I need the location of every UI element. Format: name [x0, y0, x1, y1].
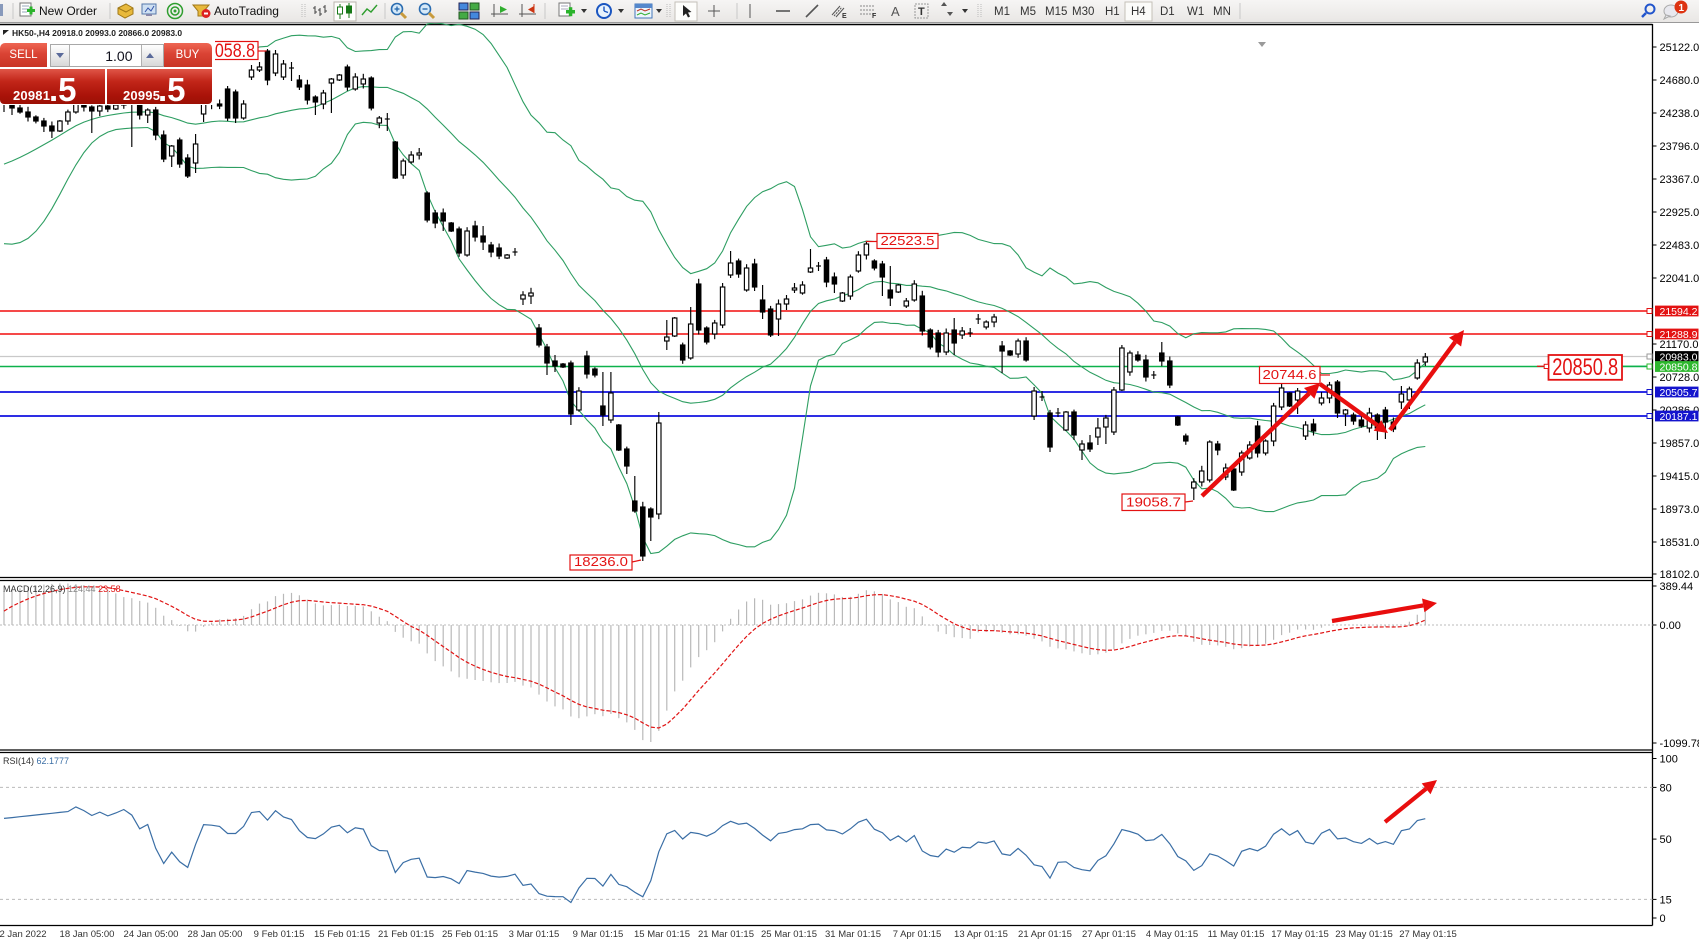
- svg-text:20850.8: 20850.8: [1660, 361, 1698, 373]
- svg-text:20744.6: 20744.6: [1263, 367, 1317, 382]
- svg-text:22041.0: 22041.0: [1660, 273, 1699, 285]
- svg-text:17 May 01:15: 17 May 01:15: [1271, 929, 1329, 940]
- svg-text:20983.0: 20983.0: [1660, 351, 1698, 363]
- svg-text:23796.0: 23796.0: [1660, 141, 1699, 153]
- svg-text:T: T: [918, 6, 925, 18]
- svg-text:M30: M30: [1072, 6, 1094, 18]
- svg-text:20728.0: 20728.0: [1660, 372, 1699, 384]
- svg-text:2 Jan 2022: 2 Jan 2022: [0, 929, 47, 940]
- svg-text:MACD(12,26,9) 124.44 23.58: MACD(12,26,9) 124.44 23.58: [3, 584, 121, 594]
- svg-text:18973.0: 18973.0: [1660, 504, 1699, 516]
- svg-text:23 May 01:15: 23 May 01:15: [1335, 929, 1393, 940]
- svg-text:24680.0: 24680.0: [1660, 75, 1699, 87]
- svg-text:31 Mar 01:15: 31 Mar 01:15: [825, 929, 881, 940]
- svg-text:22483.0: 22483.0: [1660, 240, 1699, 252]
- svg-text:18531.0: 18531.0: [1660, 537, 1699, 549]
- svg-text:100: 100: [1660, 754, 1678, 766]
- svg-text:M15: M15: [1045, 6, 1067, 18]
- svg-text:M5: M5: [1020, 6, 1036, 18]
- svg-text:80: 80: [1660, 782, 1672, 794]
- svg-text:22523.5: 22523.5: [881, 233, 935, 248]
- svg-text:50: 50: [1660, 834, 1672, 846]
- svg-text:19058.7: 19058.7: [1126, 494, 1181, 509]
- svg-text:21 Feb 01:15: 21 Feb 01:15: [378, 929, 434, 940]
- svg-text:18 Jan 05:00: 18 Jan 05:00: [60, 929, 115, 940]
- svg-text:27 May 01:15: 27 May 01:15: [1399, 929, 1457, 940]
- svg-text:4 May 01:15: 4 May 01:15: [1146, 929, 1198, 940]
- svg-text:AutoTrading: AutoTrading: [214, 4, 279, 18]
- svg-text:1: 1: [1679, 3, 1685, 14]
- svg-text:New Order: New Order: [39, 4, 97, 18]
- svg-text:A: A: [891, 4, 900, 19]
- svg-text:0: 0: [1660, 913, 1666, 925]
- svg-text:W1: W1: [1187, 6, 1204, 18]
- svg-text:21170.0: 21170.0: [1660, 339, 1699, 351]
- svg-text:24 Jan 05:00: 24 Jan 05:00: [124, 929, 179, 940]
- svg-text:15: 15: [1660, 894, 1672, 906]
- svg-text:25 Mar 01:15: 25 Mar 01:15: [761, 929, 817, 940]
- svg-text:15 Feb 01:15: 15 Feb 01:15: [314, 929, 370, 940]
- svg-text:D1: D1: [1160, 6, 1175, 18]
- svg-text:20505.7: 20505.7: [1660, 387, 1698, 399]
- svg-text:23367.0: 23367.0: [1660, 174, 1699, 186]
- svg-text:11 May 01:15: 11 May 01:15: [1208, 929, 1265, 940]
- svg-text:18102.0: 18102.0: [1660, 569, 1699, 581]
- svg-text:389.44: 389.44: [1660, 581, 1694, 593]
- svg-text:RSI(14) 62.1777: RSI(14) 62.1777: [3, 756, 69, 766]
- svg-text:27 Apr 01:15: 27 Apr 01:15: [1082, 929, 1136, 940]
- svg-text:H4: H4: [1131, 6, 1146, 18]
- svg-text:21 Apr 01:15: 21 Apr 01:15: [1018, 929, 1072, 940]
- svg-text:H1: H1: [1105, 6, 1120, 18]
- svg-text:25 Feb 01:15: 25 Feb 01:15: [442, 929, 498, 940]
- svg-text:15 Mar 01:15: 15 Mar 01:15: [634, 929, 690, 940]
- svg-text:E: E: [842, 13, 847, 20]
- svg-text:18236.0: 18236.0: [574, 554, 628, 569]
- svg-text:7 Apr 01:15: 7 Apr 01:15: [893, 929, 942, 940]
- svg-text:20850.8: 20850.8: [1552, 354, 1618, 381]
- svg-text:24238.0: 24238.0: [1660, 108, 1699, 120]
- svg-text:9 Feb 01:15: 9 Feb 01:15: [254, 929, 305, 940]
- svg-text:28 Jan 05:00: 28 Jan 05:00: [188, 929, 243, 940]
- svg-text:3 Mar 01:15: 3 Mar 01:15: [509, 929, 560, 940]
- svg-text:-1099.78: -1099.78: [1660, 738, 1699, 750]
- svg-text:22925.0: 22925.0: [1660, 207, 1699, 219]
- svg-text:0.00: 0.00: [1660, 620, 1681, 632]
- svg-text:13 Apr 01:15: 13 Apr 01:15: [954, 929, 1008, 940]
- svg-text:MN: MN: [1213, 6, 1231, 18]
- svg-text:19857.0: 19857.0: [1660, 438, 1699, 450]
- svg-text:M1: M1: [994, 6, 1010, 18]
- svg-text:21 Mar 01:15: 21 Mar 01:15: [698, 929, 754, 940]
- svg-text:19415.0: 19415.0: [1660, 471, 1699, 483]
- svg-text:F: F: [872, 13, 877, 20]
- svg-text:9 Mar 01:15: 9 Mar 01:15: [573, 929, 624, 940]
- svg-text:21594.2: 21594.2: [1660, 306, 1698, 318]
- svg-text:21288.9: 21288.9: [1660, 329, 1698, 341]
- svg-text:HK50-,H4 20918.0 20993.0 2086: HK50-,H4 20918.0 20993.0 20866.0 20983.0: [12, 28, 182, 38]
- svg-text:20187.1: 20187.1: [1660, 411, 1698, 423]
- svg-text:25122.0: 25122.0: [1660, 42, 1699, 54]
